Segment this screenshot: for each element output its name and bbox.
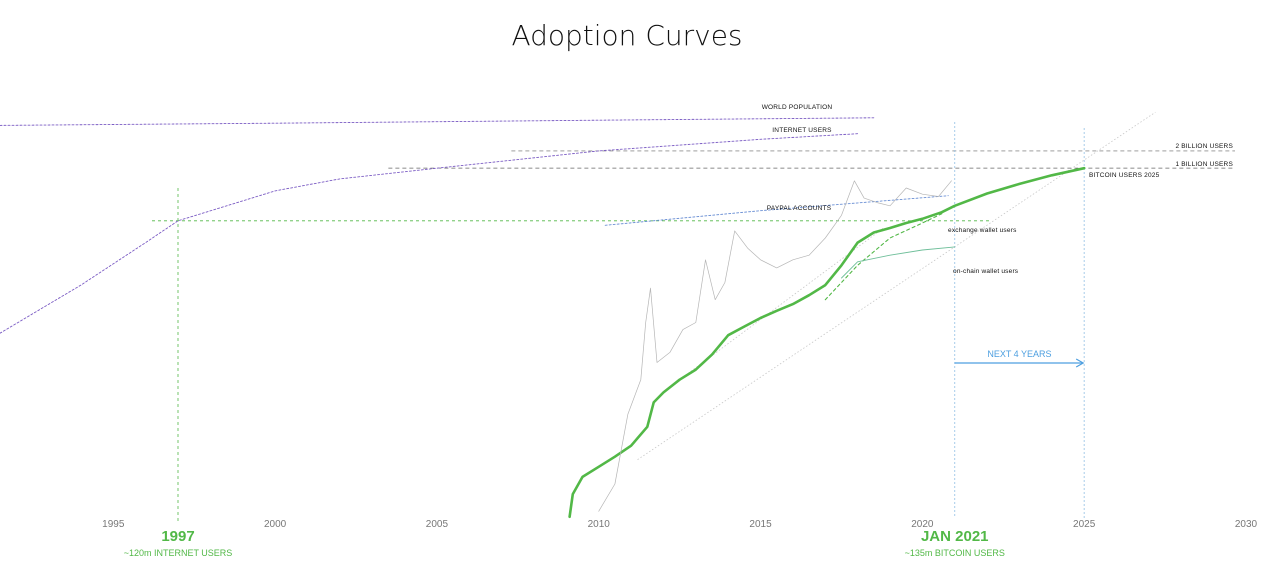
x-tick-label-2005: 2005 xyxy=(426,519,449,530)
x-tick-label-2020: 2020 xyxy=(911,519,934,530)
series-bitcoin-users xyxy=(568,166,1086,519)
labels-layer: WORLD POPULATION INTERNET USERS PAYPAL ACC… xyxy=(124,104,1234,558)
highlight-sub-internet-users: ~120m INTERNET USERS xyxy=(124,548,233,558)
chart-title: Adoption Curves xyxy=(511,19,742,52)
label-2-billion-users: 2 BILLION USERS xyxy=(1175,143,1233,150)
label-paypal-accounts: PAYPAL ACCOUNTS xyxy=(767,205,832,212)
series-exchange-wallet-users xyxy=(824,213,943,301)
series-bitcoin-price xyxy=(598,180,952,512)
series-world-population xyxy=(0,117,875,126)
series-paypal-accounts xyxy=(604,195,949,226)
label-world-population: WORLD POPULATION xyxy=(762,104,833,111)
trend-line-upper xyxy=(637,111,1156,460)
x-tick-label-2030: 2030 xyxy=(1235,519,1258,530)
next-years-label: NEXT 4 YEARS xyxy=(987,349,1051,359)
x-axis-ticks: 1995 2000 2005 2010 2015 2020 2025 2030 xyxy=(102,519,1257,530)
reference-lines-layer xyxy=(152,111,1235,524)
x-tick-label-2000: 2000 xyxy=(264,519,287,530)
highlight-jan-2021: JAN 2021 xyxy=(921,528,989,545)
label-internet-users: INTERNET USERS xyxy=(772,127,832,134)
series-on-chain-wallet-users xyxy=(841,246,956,279)
label-on-chain-wallet-users: on-chain wallet users xyxy=(953,268,1019,275)
label-1-billion-users: 1 BILLION USERS xyxy=(1175,161,1233,168)
label-exchange-wallet-users: exchange wallet users xyxy=(948,227,1017,234)
x-tick-label-1995: 1995 xyxy=(102,519,125,530)
highlight-sub-bitcoin-users: ~135m BITCOIN USERS xyxy=(905,548,1005,558)
highlight-year-1997: 1997 xyxy=(161,528,194,545)
x-tick-label-2015: 2015 xyxy=(749,519,772,530)
label-bitcoin-users-2025: BITCOIN USERS 2025 xyxy=(1089,172,1160,179)
next-years-arrow-head xyxy=(1075,358,1085,368)
series-layer xyxy=(0,117,1086,519)
x-tick-label-2025: 2025 xyxy=(1073,519,1096,530)
series-internet-users xyxy=(0,133,859,334)
x-tick-label-2010: 2010 xyxy=(588,519,611,530)
